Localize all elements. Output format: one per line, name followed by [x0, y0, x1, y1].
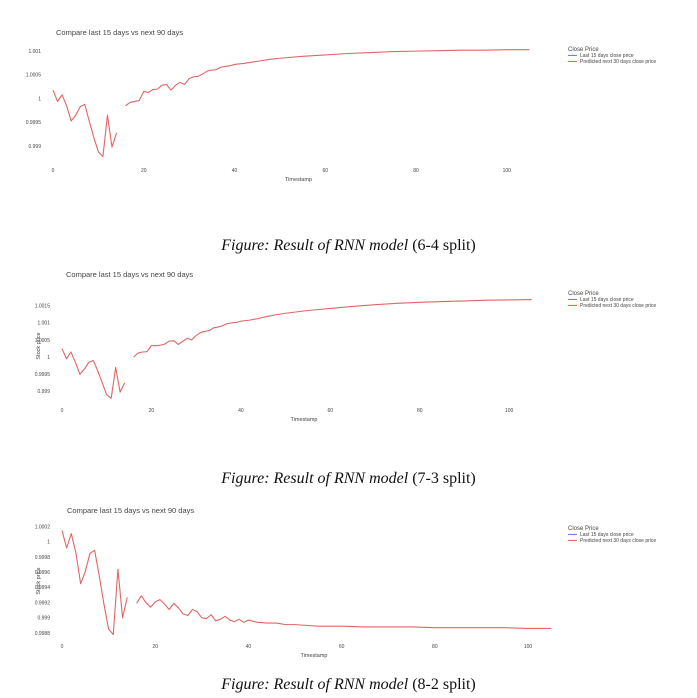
chart-1-xlabel: Timestamp [285, 177, 312, 183]
chart-3-xtick-label: 0 [61, 644, 64, 650]
chart-3-xtick-label: 60 [339, 644, 345, 650]
chart-3-ytick-label: 0.9998 [35, 555, 51, 561]
chart-2-series-1-line [61, 348, 126, 399]
chart-1-xtick-label: 20 [141, 168, 147, 174]
chart-2-xlabel: Timestamp [291, 417, 318, 423]
caption-2-plain: (7-3 split) [408, 470, 476, 487]
chart-3-title: Compare last 15 days vs next 90 days [67, 506, 194, 515]
chart-1-xtick-label: 80 [413, 168, 419, 174]
chart-2-xtick-label: 80 [417, 408, 423, 414]
chart-1-ytick-label: 1.001 [28, 49, 41, 55]
chart-3-ytick-label: 1 [47, 540, 50, 546]
chart-1-legend-entry: Predicted next 30 days close price [580, 59, 656, 65]
chart-2-ytick-label: 1.001 [37, 321, 50, 327]
chart-3-xtick-label: 100 [524, 644, 533, 650]
chart-3-ytick-label: 0.9988 [35, 631, 51, 637]
chart-3-legend-title: Close Price [568, 526, 599, 532]
chart-2-legend-title: Close Price [568, 291, 599, 297]
chart-2-xtick-label: 100 [505, 408, 514, 414]
chart-3-xtick-label: 20 [152, 644, 158, 650]
chart-1-series-1-line [52, 89, 118, 158]
caption-1: Figure: Result of RNN model (6-4 split) [0, 237, 697, 255]
caption-1-italic: Figure: Result of RNN model [221, 237, 409, 254]
chart-3-ytick-label: 0.9996 [35, 570, 51, 576]
chart-3-legend-entry: Predicted next 30 days close price [580, 538, 656, 544]
chart-3-xtick-label: 40 [246, 644, 252, 650]
chart-1-ytick-label: 0.9995 [26, 120, 42, 126]
chart-2-ylabel: Stock price [36, 332, 42, 359]
chart-2-legend-entry: Predicted next 30 days close price [580, 303, 656, 309]
caption-3: Figure: Result of RNN model (8-2 split) [0, 676, 697, 694]
chart-3-ytick-label: 0.999 [37, 616, 50, 622]
caption-2-italic: Figure: Result of RNN model [221, 470, 409, 487]
chart-1-series-2-line [125, 49, 530, 107]
chart-3-series-1-line [61, 530, 128, 636]
caption-2: Figure: Result of RNN model (7-3 split) [0, 470, 697, 488]
chart-2-xtick-label: 40 [238, 408, 244, 414]
chart-3-ylabel: Stock price [36, 567, 42, 594]
chart-2-xtick-label: 60 [328, 408, 334, 414]
chart-1-xtick-label: 0 [52, 168, 55, 174]
chart-2-series-2-line [133, 298, 532, 358]
chart-2-ytick-label: 1 [47, 355, 50, 361]
chart-3-series-2-line [136, 595, 552, 629]
chart-3-xlabel: Timestamp [301, 653, 328, 659]
chart-3-xtick-label: 80 [432, 644, 438, 650]
chart-1-xtick-label: 100 [503, 168, 512, 174]
chart-1-ytick-label: 0.999 [28, 144, 41, 150]
chart-1-legend-title: Close Price [568, 47, 599, 53]
chart-1-ytick-label: 1.0005 [26, 73, 42, 79]
chart-3-ytick-label: 0.9994 [35, 585, 51, 591]
chart-1-xtick-label: 60 [322, 168, 328, 174]
chart-2-legend-entry: Last 15 days close price [580, 297, 634, 303]
chart-3-ytick-label: 0.9992 [35, 600, 51, 606]
chart-2-ytick-label: 0.9995 [35, 372, 51, 378]
chart-1-legend-entry: Last 15 days close price [580, 53, 634, 59]
chart-1-ytick-label: 1 [38, 96, 41, 102]
chart-2-ytick-label: 1.0005 [35, 338, 51, 344]
caption-3-italic: Figure: Result of RNN model [221, 676, 409, 693]
chart-2-xtick-label: 0 [61, 408, 64, 414]
chart-3-legend-entry: Last 15 days close price [580, 532, 634, 538]
chart-2-ytick-label: 1.0015 [35, 304, 51, 310]
chart-3-ytick-label: 1.0002 [35, 525, 51, 531]
chart-2-xtick-label: 20 [149, 408, 155, 414]
caption-3-plain: (8-2 split) [408, 676, 476, 693]
caption-1-plain: (6-4 split) [408, 237, 476, 254]
chart-1-title: Compare last 15 days vs next 90 days [56, 28, 183, 37]
chart-1-xtick-label: 40 [232, 168, 238, 174]
chart-2-title: Compare last 15 days vs next 90 days [66, 270, 193, 279]
chart-2-ytick-label: 0.999 [37, 389, 50, 395]
